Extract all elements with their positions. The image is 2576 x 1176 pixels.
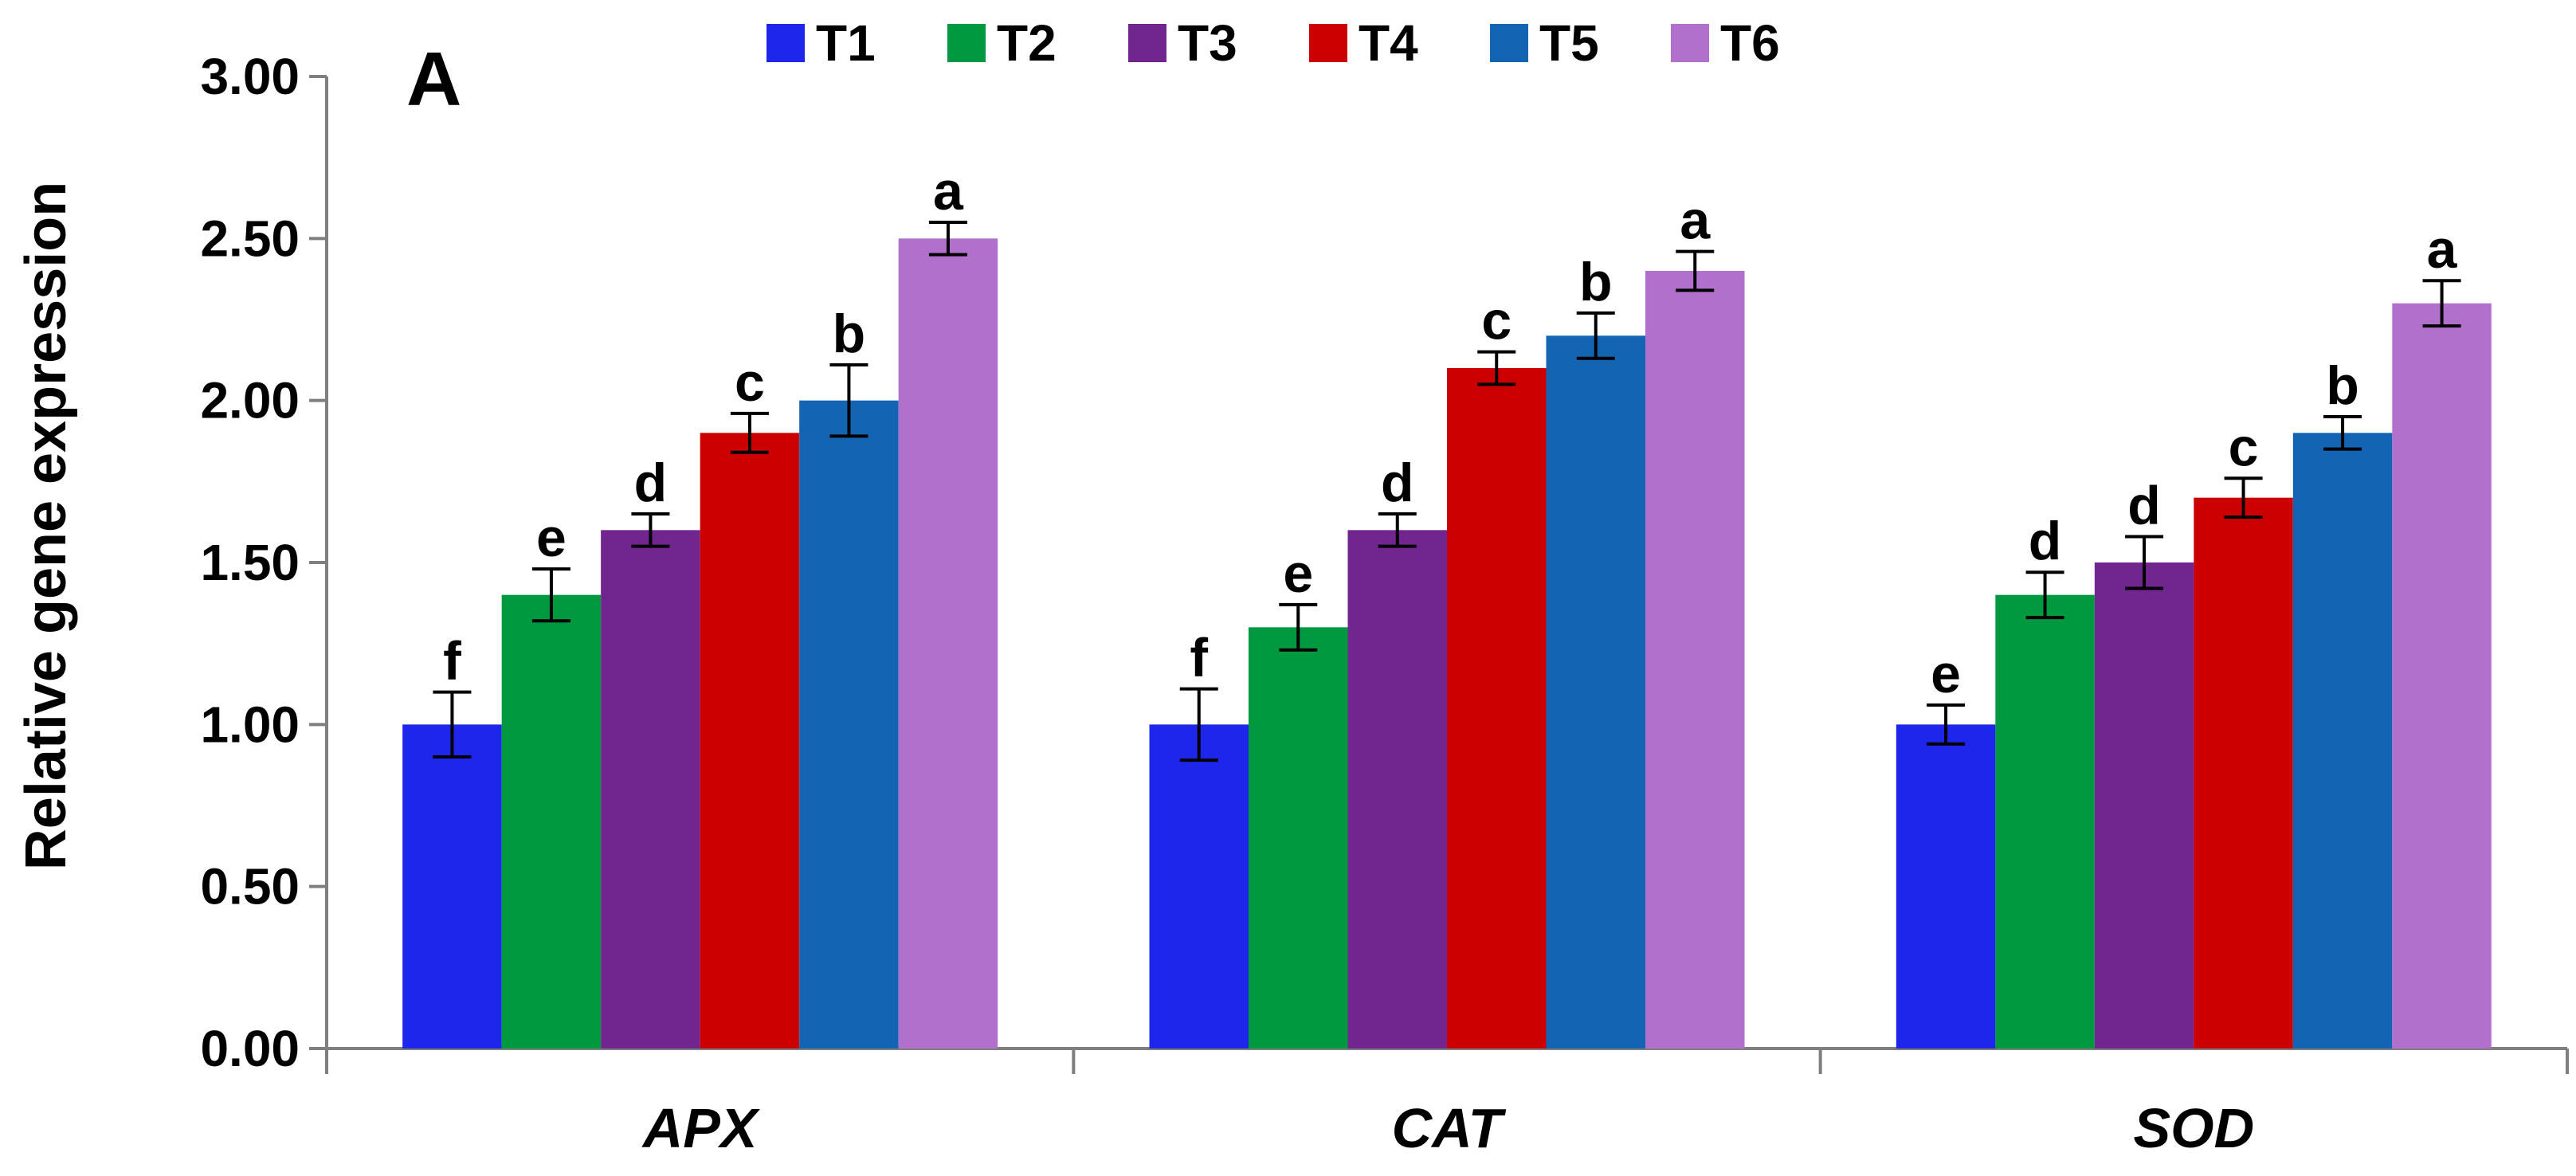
legend-swatch-t1 (767, 24, 805, 62)
significance-letter: d (2127, 475, 2161, 535)
bar-t3-sod (2094, 563, 2194, 1049)
category-labels: APX CAT SOD (641, 1097, 2254, 1159)
significance-letter: c (735, 352, 765, 413)
y-tick-label: 2.50 (200, 210, 300, 267)
significance-letter: b (833, 304, 866, 364)
significance-letter: b (2326, 355, 2359, 416)
error-bars (433, 221, 2461, 762)
significance-letter: e (1931, 644, 1961, 704)
bar-t6-apx (898, 238, 998, 1049)
bar-t5-sod (2292, 433, 2393, 1049)
legend-swatch-t6 (1671, 24, 1709, 62)
significance-letter: d (1381, 453, 1414, 513)
legend-label: T4 (1359, 14, 1418, 72)
bar-t3-apx (601, 530, 700, 1049)
legend-label: T3 (1178, 14, 1237, 72)
bar-t1-cat (1149, 724, 1249, 1049)
significance-letter: f (443, 631, 461, 692)
y-tick-label: 0.00 (200, 1020, 300, 1077)
significance-letter: c (2229, 417, 2259, 477)
bar-t5-apx (799, 400, 899, 1049)
category-label: CAT (1392, 1097, 1507, 1159)
category-label: SOD (2133, 1097, 2254, 1159)
bar-t4-sod (2194, 497, 2293, 1049)
bar-t1-sod (1896, 724, 1996, 1049)
significance-letter: a (1680, 190, 1711, 251)
bar-t2-sod (1995, 594, 2095, 1049)
significance-letter: d (2029, 511, 2062, 571)
bar-t4-cat (1447, 368, 1547, 1049)
legend-swatch-t3 (1128, 24, 1166, 62)
y-tick-label: 1.00 (200, 696, 300, 753)
legend: T1 T2 T3 T4 T5 T6 (767, 14, 1780, 72)
y-tick-label: 1.50 (200, 534, 300, 591)
legend-label: T2 (997, 14, 1057, 72)
significance-letter: a (933, 161, 964, 221)
significance-letter: c (1481, 291, 1511, 351)
bar-t1-apx (402, 724, 502, 1049)
significance-letter: b (1579, 252, 1613, 312)
significance-letter: f (1190, 628, 1208, 688)
legend-swatch-t5 (1490, 24, 1528, 62)
y-tick-label: 2.00 (200, 372, 300, 429)
bar-t2-apx (501, 594, 602, 1049)
panel-label: A (406, 37, 461, 122)
significance-letter: e (1283, 543, 1313, 604)
legend-label: T6 (1720, 14, 1780, 72)
significance-letters: f e d c b a f e d c b a e d d c b a (443, 161, 2458, 704)
significance-letter: e (536, 508, 567, 568)
bar-t4-apx (700, 433, 800, 1049)
y-axis-title: Relative gene expression (14, 182, 78, 870)
category-label: APX (641, 1097, 761, 1159)
bar-t6-cat (1645, 271, 1745, 1049)
legend-label: T1 (816, 14, 876, 72)
bar-t3-cat (1347, 530, 1447, 1049)
y-axis: 0.00 0.50 1.00 1.50 2.00 2.50 3.00 (200, 48, 328, 1077)
y-tick-label: 0.50 (200, 858, 300, 915)
bars (402, 238, 2492, 1049)
y-tick-label: 3.00 (200, 48, 300, 105)
bar-t2-cat (1249, 627, 1348, 1049)
legend-swatch-t2 (947, 24, 986, 62)
significance-letter: a (2427, 219, 2458, 280)
significance-letter: d (634, 453, 668, 513)
bar-t5-cat (1546, 335, 1645, 1049)
legend-swatch-t4 (1309, 24, 1347, 62)
legend-label: T5 (1539, 14, 1599, 72)
x-axis (325, 1047, 2569, 1074)
bar-t6-sod (2392, 303, 2492, 1049)
